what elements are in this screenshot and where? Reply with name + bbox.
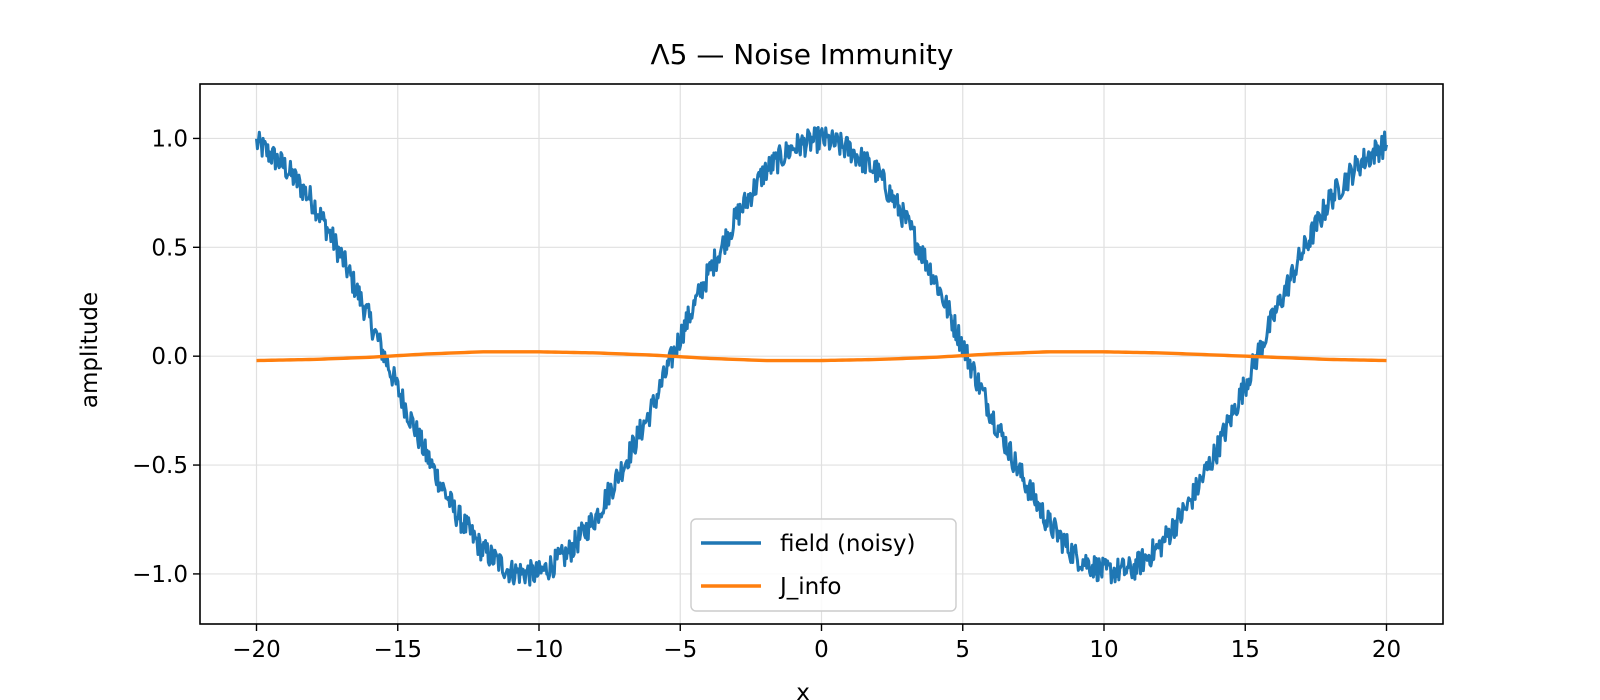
y-tick-label: 0.5: [151, 235, 188, 261]
series-layer: [255, 125, 1388, 587]
x-axis-ticks: −20 −15 −10 −5 0 5 10 15 20: [232, 624, 1401, 663]
x-tick-label: −20: [232, 637, 281, 663]
x-tick-label: 10: [1089, 637, 1118, 663]
x-tick-label: 20: [1372, 637, 1401, 663]
y-tick-label: 0.0: [151, 344, 188, 370]
chart-title: Λ5 — Noise Immunity: [651, 38, 954, 71]
y-axis-ticks: −1.0 −0.5 0.0 0.5 1.0: [132, 126, 200, 588]
legend-label: field (noisy): [780, 531, 916, 557]
y-tick-label: −0.5: [132, 453, 188, 479]
legend: field (noisy) J_info: [690, 518, 957, 612]
series-line-0: [255, 125, 1388, 587]
x-axis-label: x: [796, 680, 810, 700]
legend-label: J_info: [778, 574, 841, 600]
x-tick-label: 0: [814, 637, 829, 663]
x-tick-label: −5: [663, 637, 697, 663]
x-tick-label: 5: [955, 637, 970, 663]
x-tick-label: −15: [373, 637, 422, 663]
y-tick-label: 1.0: [151, 126, 188, 152]
series-line-1: [256, 350, 1387, 363]
y-tick-label: −1.0: [132, 562, 188, 588]
y-axis-label: amplitude: [77, 292, 103, 408]
x-tick-label: 15: [1231, 637, 1260, 663]
x-tick-label: −10: [515, 637, 564, 663]
